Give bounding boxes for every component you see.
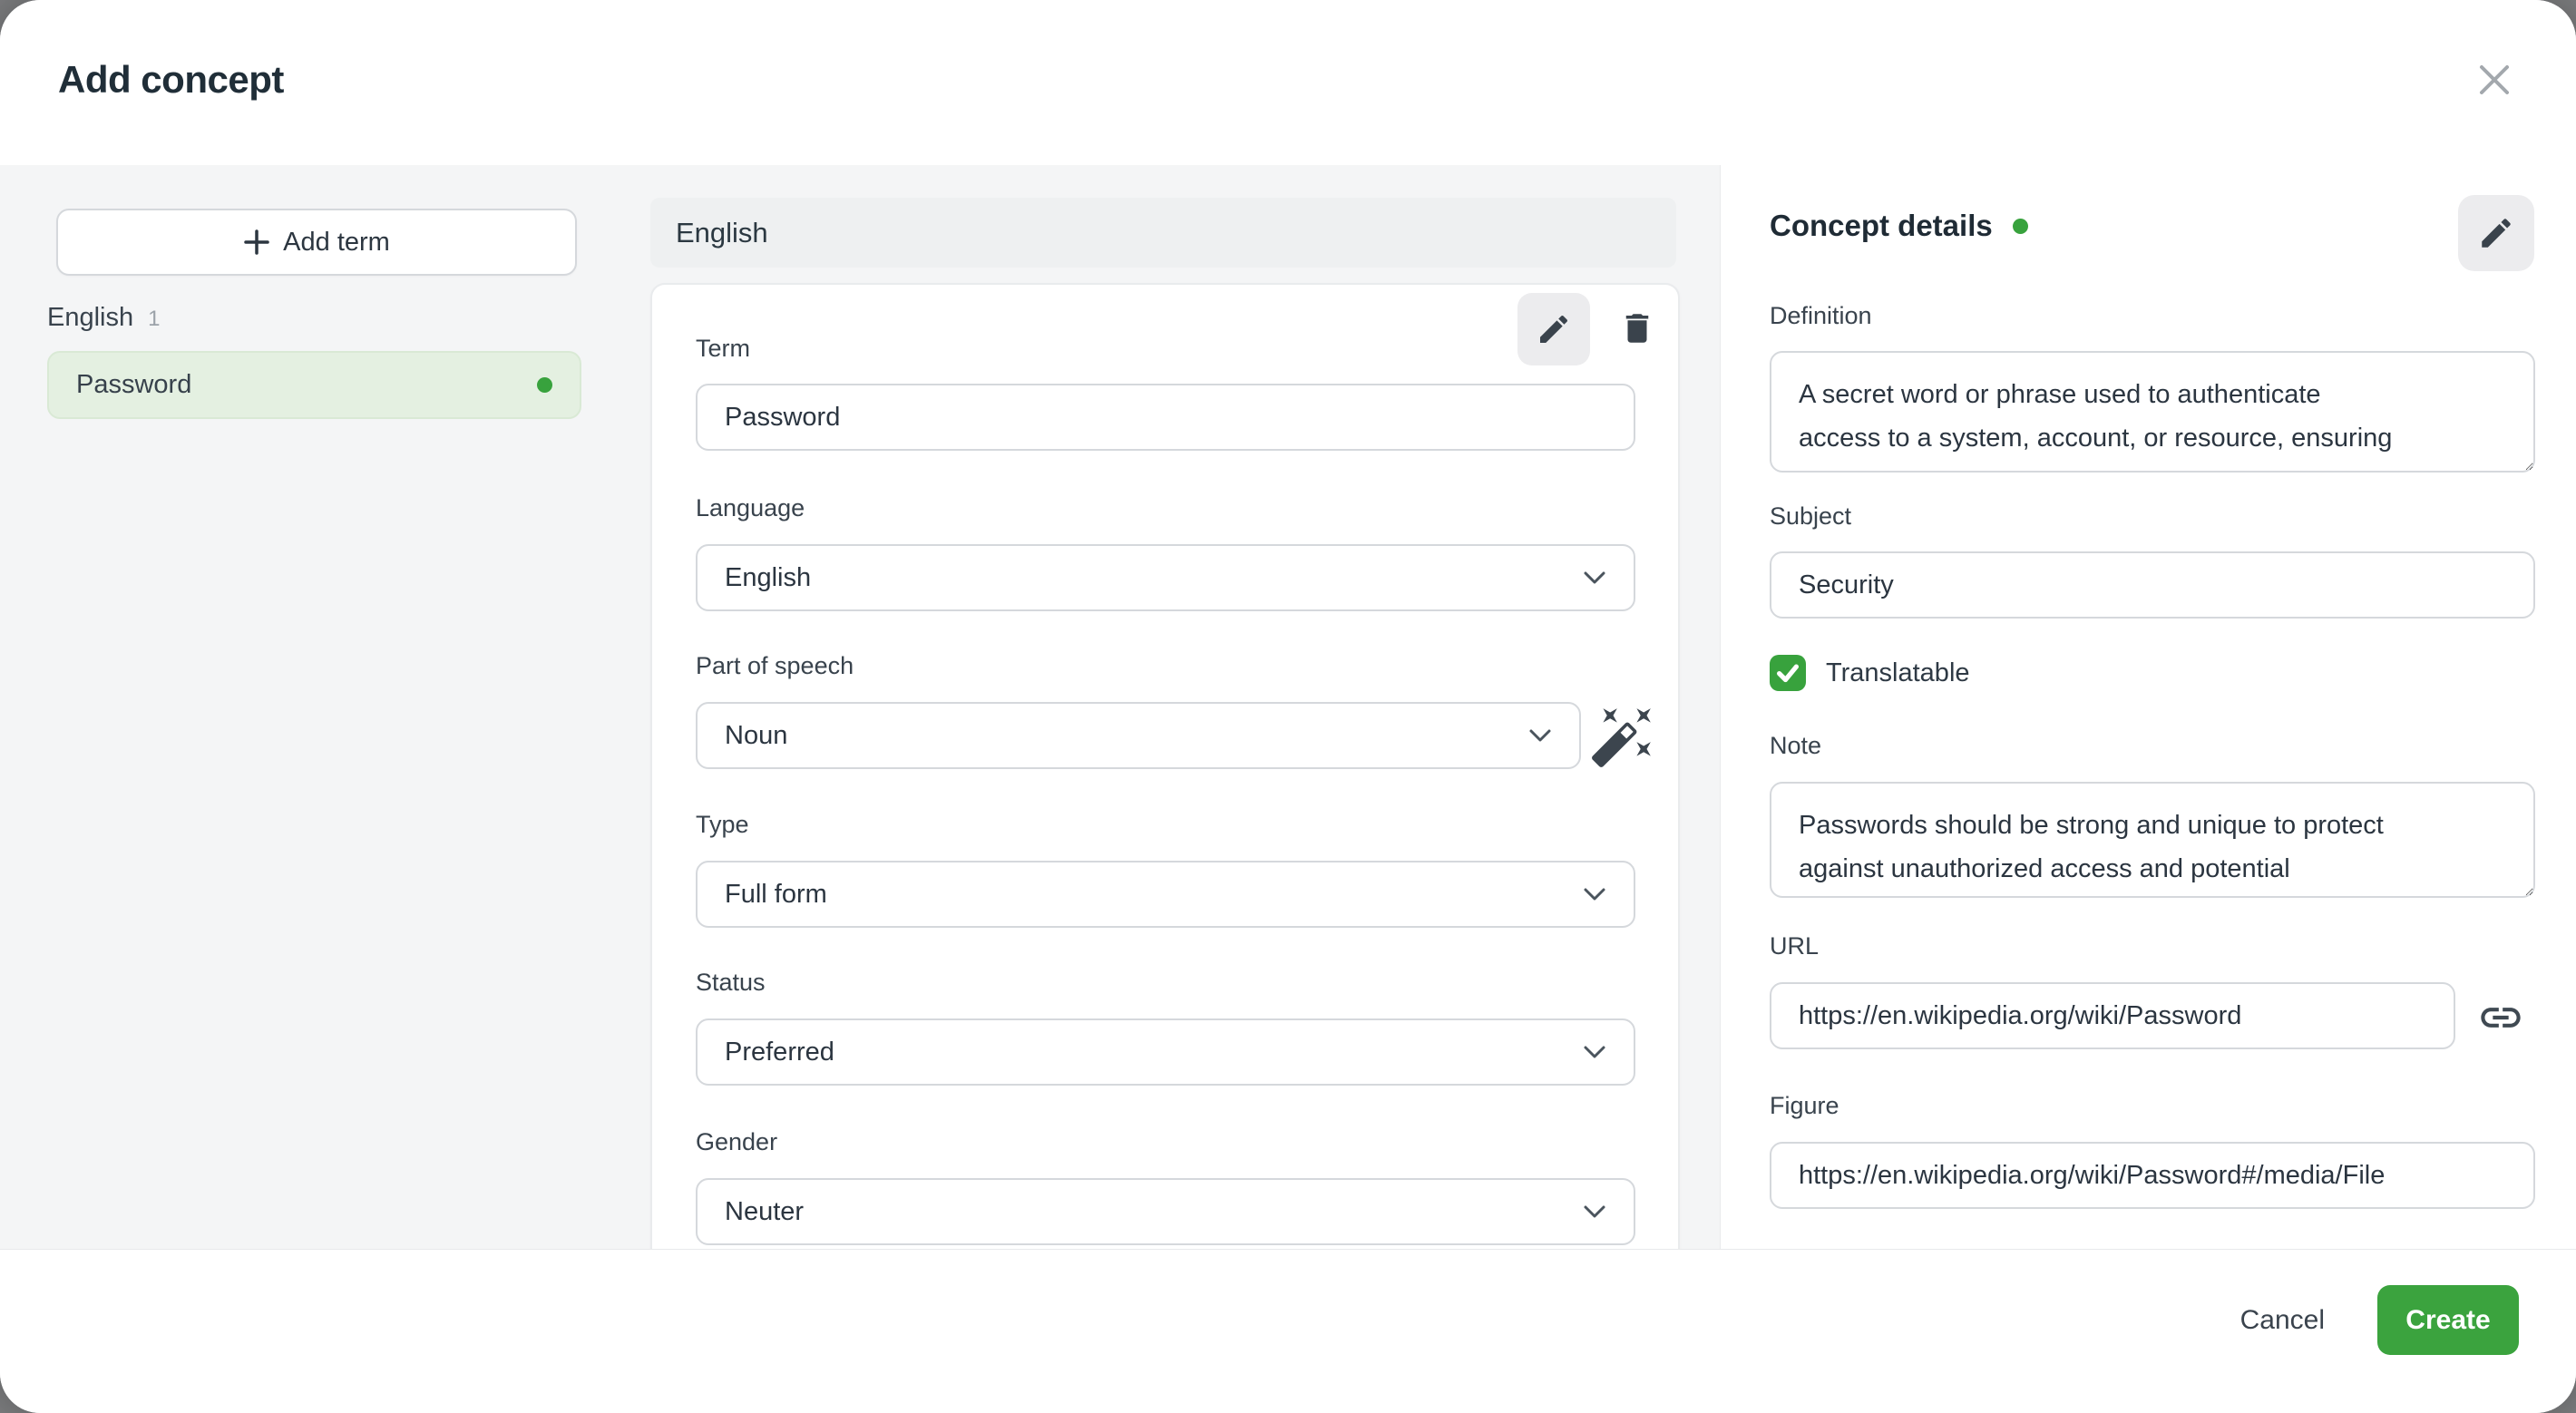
plus-icon (243, 229, 270, 256)
modal-footer: Cancel Create (0, 1249, 2576, 1413)
delete-term-button[interactable] (1612, 303, 1663, 354)
term-field-label: Term (696, 335, 750, 362)
chevron-down-icon (1528, 728, 1552, 743)
status-select[interactable]: Preferred (696, 1018, 1635, 1086)
term-input[interactable] (696, 384, 1635, 451)
concept-details-title-row: Concept details (1770, 209, 2028, 243)
term-status-dot (537, 377, 552, 393)
note-textarea[interactable]: Passwords should be strong and unique to… (1770, 782, 2535, 898)
definition-textarea[interactable]: A secret word or phrase used to authenti… (1770, 351, 2535, 473)
term-card: Term Language English Part of speech Nou… (650, 283, 1680, 1249)
figure-input[interactable] (1770, 1142, 2535, 1209)
add-term-button[interactable]: Add term (56, 209, 577, 276)
edit-concept-button[interactable] (2458, 195, 2534, 271)
language-select-value: English (725, 562, 812, 592)
term-editor-header-label: English (676, 216, 768, 248)
pencil-icon (2477, 214, 2515, 252)
note-field-label: Note (1770, 732, 1822, 759)
pencil-icon (1536, 311, 1572, 347)
type-select-value: Full form (725, 879, 827, 909)
term-list-item-password[interactable]: Password (47, 351, 581, 419)
language-select[interactable]: English (696, 544, 1635, 611)
page-title: Add concept (58, 58, 284, 101)
language-group-label: English (47, 303, 134, 332)
check-icon (1774, 659, 1801, 687)
figure-field-label: Figure (1770, 1092, 1839, 1119)
add-term-label: Add term (283, 227, 390, 257)
link-icon (2477, 994, 2524, 1041)
definition-field-label: Definition (1770, 302, 1872, 329)
type-select[interactable]: Full form (696, 861, 1635, 928)
trash-icon (1618, 309, 1656, 347)
concept-details-panel: Concept details Definition A secret word… (1720, 165, 2576, 1249)
part-of-speech-select-value: Noun (725, 720, 788, 750)
subject-field-label: Subject (1770, 502, 1852, 530)
concept-status-dot (2012, 218, 2028, 234)
footer-actions: Cancel Create (2240, 1285, 2519, 1355)
cancel-button[interactable]: Cancel (2239, 1304, 2325, 1335)
modal-body: Add term English 1 Password English (0, 165, 2576, 1249)
status-field-label: Status (696, 969, 766, 996)
magic-wand-icon (1589, 703, 1656, 770)
close-icon (2474, 59, 2515, 101)
edit-term-button[interactable] (1517, 293, 1590, 365)
chevron-down-icon (1583, 887, 1606, 901)
suggest-part-of-speech-button[interactable] (1586, 700, 1659, 773)
gender-select[interactable]: Neuter (696, 1178, 1635, 1245)
url-input[interactable] (1770, 982, 2455, 1049)
part-of-speech-field-label: Part of speech (696, 652, 854, 679)
part-of-speech-select[interactable]: Noun (696, 702, 1581, 769)
create-button[interactable]: Create (2377, 1285, 2519, 1355)
translatable-checkbox[interactable] (1770, 655, 1806, 691)
url-field-label: URL (1770, 932, 1820, 960)
term-editor-header: English (650, 198, 1676, 268)
gender-field-label: Gender (696, 1128, 778, 1155)
chevron-down-icon (1583, 570, 1606, 585)
open-url-button[interactable] (2475, 992, 2526, 1043)
status-select-value: Preferred (725, 1037, 834, 1067)
chevron-down-icon (1583, 1204, 1606, 1219)
concept-details-title: Concept details (1770, 209, 1993, 242)
gender-select-value: Neuter (725, 1196, 805, 1226)
subject-input[interactable] (1770, 551, 2535, 619)
translatable-checkbox-row[interactable]: Translatable (1770, 655, 1970, 691)
language-field-label: Language (696, 494, 805, 521)
chevron-down-icon (1583, 1045, 1606, 1059)
translatable-label: Translatable (1826, 658, 1970, 687)
language-group-header: English 1 (47, 303, 160, 333)
type-field-label: Type (696, 811, 749, 838)
modal-header: Add concept (0, 0, 2576, 165)
language-group-count: 1 (148, 307, 161, 331)
term-item-label: Password (76, 370, 192, 399)
close-button[interactable] (2469, 54, 2520, 105)
